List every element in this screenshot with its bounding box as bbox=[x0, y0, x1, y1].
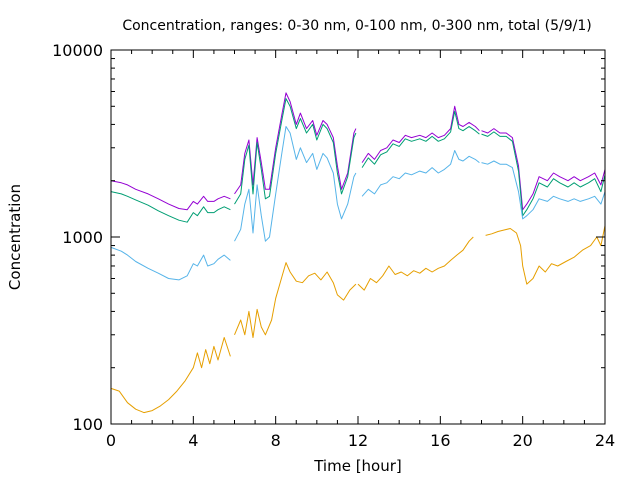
chart-title: Concentration, ranges: 0-30 nm, 0-100 nm… bbox=[122, 18, 591, 34]
series-line-segment bbox=[234, 92, 357, 195]
x-tick-label: 0 bbox=[106, 431, 116, 450]
series-line-segment bbox=[234, 98, 357, 205]
series-line-segment bbox=[481, 128, 606, 211]
y-tick-label: 10000 bbox=[52, 41, 103, 60]
series-line-segment bbox=[481, 131, 606, 217]
plot-frame bbox=[110, 49, 606, 425]
series-line-segment bbox=[110, 246, 231, 281]
y-tick-label: 100 bbox=[72, 415, 103, 434]
series-4 bbox=[110, 225, 606, 414]
x-tick-label: 24 bbox=[595, 431, 615, 450]
y-axis-label: Concentration bbox=[6, 184, 24, 290]
series-line-segment bbox=[361, 150, 480, 197]
x-tick-label: 4 bbox=[188, 431, 198, 450]
x-axis-label: Time [hour] bbox=[313, 457, 402, 475]
series-line-segment bbox=[110, 180, 231, 211]
series-line-segment bbox=[481, 160, 606, 220]
series-1 bbox=[110, 92, 606, 211]
series-2 bbox=[110, 98, 606, 223]
x-tick-label: 8 bbox=[271, 431, 281, 450]
x-tick-label: 12 bbox=[348, 431, 368, 450]
x-tick-label: 20 bbox=[512, 431, 532, 450]
series-line-segment bbox=[361, 110, 480, 168]
series-layer bbox=[110, 92, 606, 414]
series-line-segment bbox=[110, 337, 231, 414]
series-3 bbox=[110, 126, 606, 281]
x-tick-label: 16 bbox=[430, 431, 450, 450]
series-line-segment bbox=[485, 225, 606, 285]
series-line-segment bbox=[357, 236, 474, 291]
series-line-segment bbox=[110, 191, 231, 223]
series-line-segment bbox=[234, 126, 357, 242]
series-line-segment bbox=[361, 105, 480, 163]
series-line-segment bbox=[234, 262, 357, 338]
y-tick-label: 1000 bbox=[62, 228, 103, 247]
ticks-layer: 0 4 8 12 16 20 24 100 1000 10000 bbox=[52, 41, 615, 450]
